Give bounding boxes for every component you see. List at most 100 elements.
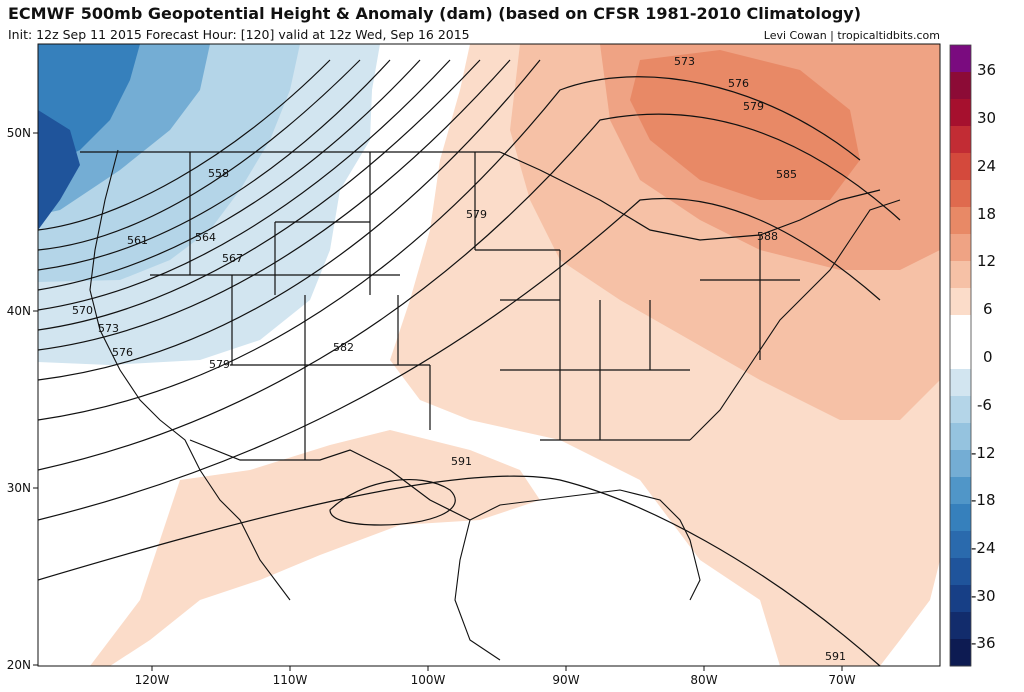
state-borders <box>150 152 800 460</box>
contour-label: 573 <box>98 322 119 335</box>
colorbar-label: 30 <box>977 109 996 127</box>
colorbar-label: -36 <box>971 634 996 652</box>
colorbar-swatch <box>950 450 971 478</box>
latitude-axis: 50N 40N 30N 20N <box>7 126 38 672</box>
lat-tick-label: 40N <box>7 304 31 318</box>
colorbar-swatch <box>950 45 971 73</box>
colorbar-label: -18 <box>971 491 996 509</box>
political-borders <box>80 151 881 521</box>
colorbar-swatch <box>950 261 971 289</box>
contour-label: 558 <box>208 167 229 180</box>
contour-label: 579 <box>466 208 487 221</box>
lon-tick-label: 100W <box>411 673 446 687</box>
contour-label: 567 <box>222 252 243 265</box>
colorbar-swatch <box>950 585 971 613</box>
colorbar-swatch <box>950 342 971 370</box>
lon-tick-label: 90W <box>552 673 579 687</box>
contour-labels: 558 561 564 567 570 573 576 579 582 579 … <box>72 55 846 663</box>
contour-573 <box>38 59 481 331</box>
anomaly-colorbar <box>949 44 972 667</box>
colorbar-swatch <box>950 315 971 343</box>
mexico-gulf-coast <box>454 519 501 661</box>
contour-label: 564 <box>195 231 216 244</box>
lat-tick-label: 50N <box>7 126 31 140</box>
contour-588 <box>38 197 881 521</box>
neg-anomaly-30 <box>38 110 80 230</box>
pacific-coast <box>89 149 291 601</box>
colorbar-swatch <box>950 639 971 667</box>
colorbar-swatch <box>950 369 971 397</box>
contour-561 <box>38 59 361 251</box>
contour-591 <box>38 475 881 666</box>
atlantic-coast <box>689 199 901 441</box>
contour-label: 579 <box>743 100 764 113</box>
map-subtitle: Init: 12z Sep 11 2015 Forecast Hour: [12… <box>8 27 470 42</box>
contour-label: 582 <box>333 341 354 354</box>
colorbar-swatch <box>950 423 971 451</box>
contour-576 <box>38 59 511 351</box>
colorbar-label: -12 <box>971 444 996 462</box>
height-contours <box>38 59 901 666</box>
colorbar-swatch <box>950 288 971 316</box>
colorbar-swatch <box>950 126 971 154</box>
contour-label: 561 <box>127 234 148 247</box>
colorbar-swatch <box>950 612 971 640</box>
colorbar-swatch <box>950 180 971 208</box>
contour-567 <box>38 59 421 291</box>
contour-579 <box>38 59 541 381</box>
contour-label: 591 <box>825 650 846 663</box>
lon-tick-label: 80W <box>690 673 717 687</box>
lon-tick-label: 110W <box>273 673 308 687</box>
coastlines <box>89 149 901 661</box>
pos-anomaly-6-south <box>90 430 540 666</box>
great-lakes-border <box>499 151 881 241</box>
colorbar-swatch <box>950 99 971 127</box>
lon-tick-label: 70W <box>828 673 855 687</box>
contour-label: 588 <box>757 230 778 243</box>
contour-label: 591 <box>451 455 472 468</box>
colorbar-swatch <box>950 396 971 424</box>
colorbar-label: 24 <box>977 157 996 175</box>
contour-label: 576 <box>112 346 133 359</box>
lat-tick-label: 30N <box>7 481 31 495</box>
map-frame <box>37 43 941 667</box>
colorbar-label: 6 <box>983 300 993 318</box>
colorbar-swatch <box>950 207 971 235</box>
pos-anomaly-24 <box>630 50 860 200</box>
contour-label: 570 <box>72 304 93 317</box>
lat-tick-label: 20N <box>7 658 31 672</box>
colorbar-label: 36 <box>977 61 996 79</box>
colorbar-label: 18 <box>977 205 996 223</box>
colorbar-swatch <box>950 504 971 532</box>
colorbar-label: -24 <box>971 539 996 557</box>
colorbar-labels: 36 30 24 18 12 6 0 -6 -12 -18 -24 -30 -3… <box>971 61 996 652</box>
colorbar-swatch <box>950 477 971 505</box>
contour-570 <box>38 59 451 311</box>
colorbar-swatch <box>950 153 971 181</box>
colorbar-swatch <box>950 531 971 559</box>
contour-591-texas <box>329 479 456 526</box>
contour-585 <box>38 113 901 471</box>
colorbar-swatch <box>950 72 971 100</box>
colorbar-label: -6 <box>977 396 992 414</box>
colorbar-swatch <box>950 558 971 586</box>
contour-564 <box>38 59 391 271</box>
colorbar-frame <box>949 44 972 667</box>
contour-582 <box>38 76 861 421</box>
lon-tick-label: 120W <box>135 673 170 687</box>
longitude-axis: 120W 110W 100W 90W 80W 70W <box>135 666 856 687</box>
colorbar-swatch <box>950 234 971 262</box>
contour-label: 579 <box>209 358 230 371</box>
contour-label: 573 <box>674 55 695 68</box>
colorbar-label: 0 <box>983 348 993 366</box>
contour-label: 585 <box>776 168 797 181</box>
map-title: ECMWF 500mb Geopotential Height & Anomal… <box>8 4 862 23</box>
us-mexico-border <box>189 439 471 521</box>
colorbar-label: -30 <box>971 587 996 605</box>
colorbar-label: 12 <box>977 252 996 270</box>
gulf-coast <box>469 489 701 601</box>
anomaly-shading <box>38 44 940 666</box>
credit-label: Levi Cowan | tropicaltidbits.com <box>763 29 940 42</box>
contour-label: 576 <box>728 77 749 90</box>
